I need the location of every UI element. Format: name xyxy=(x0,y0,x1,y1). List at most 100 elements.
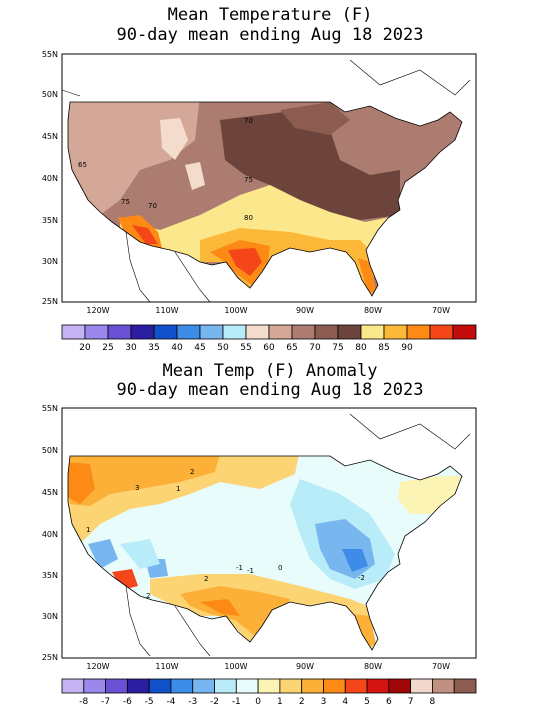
map2-legend-swatch xyxy=(105,678,128,694)
map2-legend-swatch xyxy=(214,678,237,694)
map2-title: Mean Temp (F) Anomaly xyxy=(162,361,378,381)
map1-legend-label: 30 xyxy=(125,343,137,353)
map2-contour-label: -1 xyxy=(247,567,254,575)
map2-legend-swatch xyxy=(170,678,194,694)
map1-legend-label: 20 xyxy=(79,343,91,353)
map2-us-outline xyxy=(67,455,463,651)
map2-contour-label: 1 xyxy=(86,526,90,534)
map2-contour-label: 2 xyxy=(146,592,150,600)
map2-lon-label: 110W xyxy=(155,662,178,671)
map2-lon-axis: 120W 110W 100W 90W 80W 70W xyxy=(86,662,450,671)
map1-legend-swatch xyxy=(314,324,339,340)
map2-legend-swatch xyxy=(83,678,106,694)
map2-contour-label: 0 xyxy=(278,564,282,572)
map1-contour-labels: 70 65 75 70 75 80 xyxy=(78,117,253,222)
map2-legend-swatch xyxy=(301,678,324,694)
map1-title: Mean Temperature (F) xyxy=(167,5,373,25)
map2-legend-label: -8 xyxy=(79,697,88,707)
map2-legend-label: -7 xyxy=(101,697,110,707)
map1-legend-label: 45 xyxy=(194,343,205,353)
map2-legend-swatch xyxy=(126,678,150,694)
map2-legend-label: 8 xyxy=(430,697,436,707)
map1-legend-label: 55 xyxy=(240,343,251,353)
map1-legend-swatch xyxy=(406,324,431,340)
map2-legend-label: -6 xyxy=(123,697,132,707)
map1-legend-label: 35 xyxy=(148,343,159,353)
map1-lat-axis: 55N 50N 45N 40N 35N 30N 25N xyxy=(42,50,58,306)
map2-legend-swatch xyxy=(344,678,368,694)
map1-lat-label: 40N xyxy=(42,174,58,183)
map2-legend-label: 3 xyxy=(321,697,327,707)
map1-legend-swatch xyxy=(291,324,316,340)
map2-lat-label: 35N xyxy=(42,571,58,580)
map1-contour-label: 75 xyxy=(121,198,130,206)
map1-contour-label: 70 xyxy=(244,117,253,125)
map1-lon-axis: 120W 110W 100W 90W 80W 70W xyxy=(86,306,450,315)
map1-legend-swatch xyxy=(360,324,385,340)
map1-legend-swatch xyxy=(222,324,247,340)
map2-legend-swatch xyxy=(366,678,390,694)
map2-legend-label: -5 xyxy=(145,697,154,707)
map2-legend-swatch xyxy=(257,678,281,694)
map1-legend-swatch xyxy=(84,324,109,340)
map1-legend-label: 75 xyxy=(332,343,343,353)
map1-legend-swatch xyxy=(268,324,293,340)
map1-legend-swatch xyxy=(383,324,408,340)
map1-lat-label: 25N xyxy=(42,297,58,306)
map2-legend-label: -4 xyxy=(166,697,175,707)
map1-legend-label: 70 xyxy=(309,343,321,353)
map1-legend-label: 25 xyxy=(102,343,113,353)
map1-legend-label: 40 xyxy=(171,343,183,353)
map1-legend-swatch xyxy=(429,324,454,340)
map1-legend-swatch xyxy=(153,324,178,340)
map2-contour-label: 2 xyxy=(190,468,194,476)
map2-legend-swatch xyxy=(61,678,85,694)
map2-contour-label: -2 xyxy=(358,574,365,582)
map2-legend-label: 0 xyxy=(255,697,261,707)
map1-legend-label: 90 xyxy=(401,343,413,353)
map2-legend-label: 1 xyxy=(277,697,283,707)
map1-legend-swatch xyxy=(199,324,224,340)
map2-legend-swatch xyxy=(388,678,412,694)
map1-lon-label: 70W xyxy=(432,306,450,315)
map1-lon-label: 120W xyxy=(86,306,109,315)
map1-legend-label: 85 xyxy=(378,343,389,353)
map2-lon-label: 70W xyxy=(432,662,450,671)
map1-lon-label: 80W xyxy=(364,306,382,315)
map2-lon-label: 120W xyxy=(86,662,109,671)
map1-lon-label: 100W xyxy=(224,306,247,315)
map2-legend-swatch xyxy=(148,678,172,694)
map2-subtitle: 90-day mean ending Aug 18 2023 xyxy=(116,380,424,400)
map2-contour-label: 1 xyxy=(176,485,180,493)
map2-legend-swatch xyxy=(432,678,455,694)
map1-subtitle: 90-day mean ending Aug 18 2023 xyxy=(116,25,424,45)
map1-legend: 20 25 30 35 40 45 50 55 60 65 70 75 80 85 90 xyxy=(61,324,477,353)
map2-lat-label: 45N xyxy=(42,488,58,497)
map2-lon-label: 100W xyxy=(224,662,247,671)
map1-legend-label: 50 xyxy=(217,343,229,353)
map1-legend-label: 60 xyxy=(263,343,275,353)
map1-legend-swatch xyxy=(245,324,270,340)
map2-legend-swatch xyxy=(279,678,303,694)
map2-lat-axis: 55N 50N 45N 40N 35N 30N 25N xyxy=(42,404,58,662)
map2-legend-label: 6 xyxy=(386,697,392,707)
map1-contour-label: 70 xyxy=(148,202,157,210)
map2-legend: -8 -7 -6 -5 -4 -3 -2 -1 0 1 2 3 4 5 6 7 8 xyxy=(61,678,477,707)
map2-legend-label: 5 xyxy=(364,697,370,707)
map2-lat-label: 30N xyxy=(42,612,58,621)
map1-legend-swatch xyxy=(107,324,132,340)
map1-legend-swatch xyxy=(61,324,86,340)
map1-legend-swatch xyxy=(130,324,155,340)
map2-lat-label: 55N xyxy=(42,404,58,413)
map1-legend-swatch xyxy=(337,324,362,340)
map2-lon-label: 80W xyxy=(364,662,382,671)
map1-panel: 55N 50N 45N 40N 35N 30N 25N 120W 110W 10… xyxy=(42,50,477,353)
map1-lon-label: 90W xyxy=(296,306,314,315)
map2-legend-label: -2 xyxy=(210,697,219,707)
map2-legend-label: 4 xyxy=(342,697,348,707)
map2-contour-label: -1 xyxy=(236,564,243,572)
map2-lat-label: 25N xyxy=(42,653,58,662)
map1-lat-label: 45N xyxy=(42,132,58,141)
map1-contour-label: 80 xyxy=(244,214,253,222)
map2-lon-label: 90W xyxy=(296,662,314,671)
